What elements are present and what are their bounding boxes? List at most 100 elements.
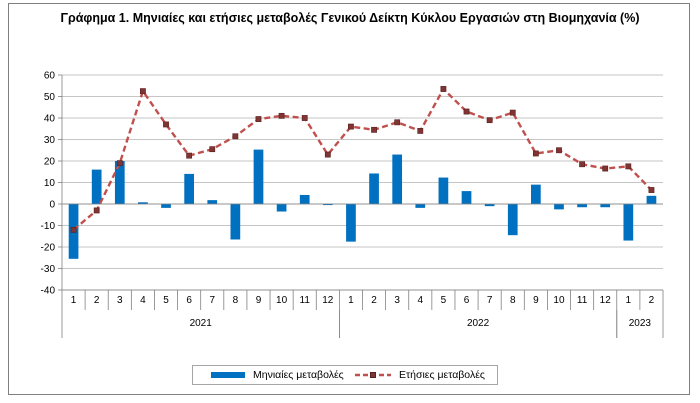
data-point bbox=[625, 163, 632, 170]
x-tick-label: 5 bbox=[163, 295, 169, 306]
legend-item-annual: Ετήσιες μεταβολές bbox=[353, 368, 485, 382]
legend-label-annual: Ετήσιες μεταβολές bbox=[399, 369, 485, 381]
legend-swatch-line bbox=[355, 372, 391, 378]
data-point bbox=[324, 151, 331, 158]
y-tick-label: 20 bbox=[44, 157, 56, 168]
bar bbox=[369, 173, 379, 204]
data-point bbox=[116, 160, 123, 167]
bar bbox=[392, 154, 403, 204]
x-tick-label: 12 bbox=[600, 295, 612, 306]
y-tick-label: 30 bbox=[44, 135, 56, 146]
bar bbox=[322, 204, 333, 206]
bar bbox=[623, 204, 634, 241]
data-point bbox=[301, 115, 308, 121]
data-point bbox=[278, 112, 285, 119]
year-group-label: 2023 bbox=[629, 318, 652, 329]
x-tick-label: 9 bbox=[256, 295, 262, 306]
bar bbox=[507, 204, 518, 236]
data-point bbox=[648, 187, 655, 193]
data-point bbox=[186, 152, 193, 159]
x-tick-label: 1 bbox=[348, 295, 354, 306]
data-point bbox=[556, 147, 562, 154]
data-point bbox=[93, 207, 100, 214]
x-tick-label: 7 bbox=[487, 295, 493, 306]
x-tick-label: 3 bbox=[117, 295, 123, 306]
bar bbox=[114, 161, 125, 204]
series-line bbox=[72, 87, 653, 231]
data-point bbox=[70, 226, 77, 233]
data-point bbox=[209, 146, 216, 153]
data-point bbox=[579, 161, 585, 168]
data-point bbox=[463, 108, 470, 115]
x-tick-label: 1 bbox=[71, 295, 77, 306]
y-tick-label: -10 bbox=[41, 221, 56, 232]
y-tick-label: 40 bbox=[44, 114, 56, 125]
bar bbox=[299, 194, 310, 204]
data-point bbox=[371, 126, 377, 133]
data-point bbox=[348, 123, 354, 130]
x-tick-label: 6 bbox=[186, 295, 192, 306]
bar bbox=[438, 177, 449, 204]
y-tick-label: 50 bbox=[44, 92, 56, 103]
chart-legend: Μηνιαίες μεταβολές Ετήσιες μεταβολές bbox=[192, 365, 498, 385]
bar bbox=[161, 204, 171, 208]
data-point bbox=[163, 121, 169, 128]
bar bbox=[230, 204, 241, 240]
y-tick-label: 60 bbox=[44, 71, 56, 82]
bar bbox=[138, 202, 148, 204]
x-tick-label: 8 bbox=[510, 295, 516, 306]
bar bbox=[484, 204, 495, 207]
legend-label-monthly: Μηνιαίες μεταβολές bbox=[253, 369, 344, 381]
x-tick-label: 4 bbox=[140, 295, 146, 306]
bar bbox=[184, 173, 194, 204]
bar bbox=[554, 204, 564, 210]
bar bbox=[461, 191, 472, 204]
bar bbox=[91, 169, 102, 204]
x-tick-label: 11 bbox=[300, 295, 311, 306]
x-tick-label: 10 bbox=[553, 295, 565, 306]
y-tick-label: -40 bbox=[41, 286, 56, 297]
bar bbox=[415, 204, 426, 208]
x-tick-label: 6 bbox=[464, 295, 470, 306]
cropped-text-strip bbox=[0, 397, 700, 403]
bar bbox=[646, 195, 657, 204]
x-tick-label: 12 bbox=[322, 295, 334, 306]
x-tick-label: 2 bbox=[371, 295, 377, 306]
x-tick-label: 8 bbox=[233, 295, 239, 306]
data-point bbox=[486, 117, 493, 124]
legend-item-monthly: Μηνιαίες μεταβολές bbox=[209, 368, 344, 382]
x-tick-label: 2 bbox=[649, 295, 655, 306]
x-tick-label: 2 bbox=[94, 295, 100, 306]
chart-title: Γράφημα 1. Μηνιαίες και ετήσιες μεταβολέ… bbox=[60, 11, 640, 25]
y-tick-label: 0 bbox=[49, 200, 55, 211]
y-tick-label: -20 bbox=[41, 243, 56, 254]
bar bbox=[253, 149, 264, 204]
data-point bbox=[417, 128, 424, 134]
year-group-label: 2021 bbox=[190, 318, 213, 329]
data-point bbox=[140, 88, 146, 95]
year-group-label: 2022 bbox=[467, 318, 490, 329]
x-tick-label: 1 bbox=[626, 295, 632, 306]
x-tick-label: 9 bbox=[533, 295, 539, 306]
x-tick-label: 7 bbox=[209, 295, 215, 306]
y-tick-label: 10 bbox=[44, 178, 56, 189]
data-point bbox=[394, 119, 401, 126]
data-point bbox=[232, 133, 239, 140]
x-tick-label: 5 bbox=[441, 295, 447, 306]
data-point bbox=[532, 150, 539, 157]
bar bbox=[577, 204, 587, 208]
x-tick-label: 11 bbox=[577, 295, 588, 306]
bar bbox=[276, 204, 287, 212]
y-tick-label: -30 bbox=[41, 264, 56, 275]
bar bbox=[531, 184, 541, 204]
bar bbox=[346, 204, 356, 242]
x-tick-label: 4 bbox=[418, 295, 424, 306]
legend-swatch-bar bbox=[211, 372, 245, 378]
data-point bbox=[602, 165, 609, 172]
bar bbox=[207, 200, 218, 204]
data-point bbox=[509, 109, 516, 116]
x-tick-label: 3 bbox=[394, 295, 400, 306]
bar bbox=[600, 204, 611, 208]
x-tick-label: 10 bbox=[276, 295, 288, 306]
